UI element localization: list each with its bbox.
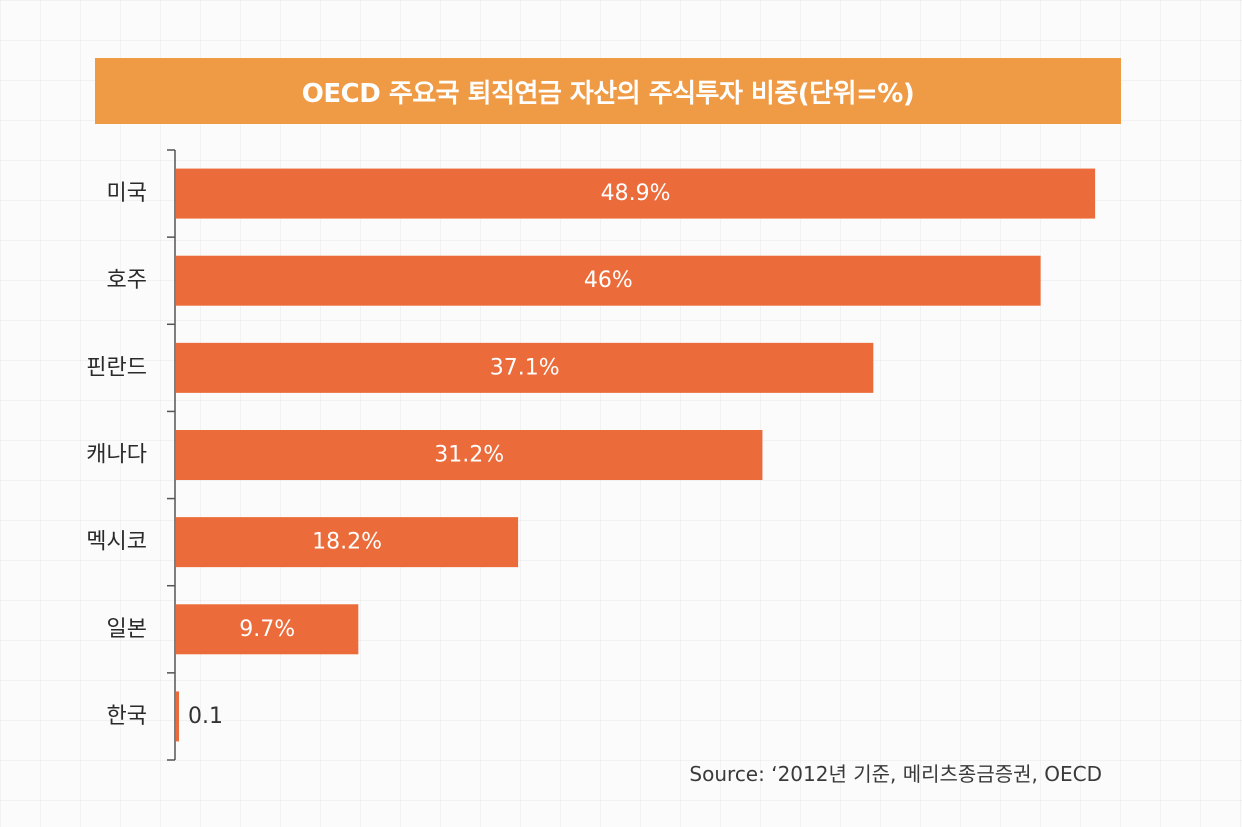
chart-title: OECD 주요국 퇴직연금 자산의 주식투자 비중(단위=%): [301, 78, 915, 109]
category-label: 호주: [107, 268, 147, 293]
category-label: 한국: [107, 704, 147, 729]
category-label: 핀란드: [86, 355, 147, 380]
category-label: 캐나다: [86, 443, 147, 468]
value-label: 48.9%: [601, 181, 671, 206]
value-label: 18.2%: [312, 530, 382, 555]
category-label: 미국: [107, 181, 147, 206]
bar: [176, 604, 359, 655]
bar: [176, 430, 763, 480]
bar: [176, 255, 1041, 306]
category-label: 일본: [107, 617, 147, 642]
value-label: 46%: [584, 268, 633, 293]
bar: [176, 342, 874, 393]
value-label: 37.1%: [490, 355, 560, 380]
bar: [176, 168, 1096, 219]
category-label: 멕시코: [86, 530, 147, 555]
bar: [176, 517, 519, 568]
source-note: Source: ‘2012년 기준, 메리츠종금증권, OECD: [689, 762, 1102, 786]
value-label: 31.2%: [434, 443, 504, 468]
value-label: 9.7%: [239, 617, 295, 642]
value-label: 0.1: [188, 704, 223, 729]
title-banner: OECD 주요국 퇴직연금 자산의 주식투자 비중(단위=%): [95, 58, 1121, 124]
bar: [176, 691, 179, 742]
